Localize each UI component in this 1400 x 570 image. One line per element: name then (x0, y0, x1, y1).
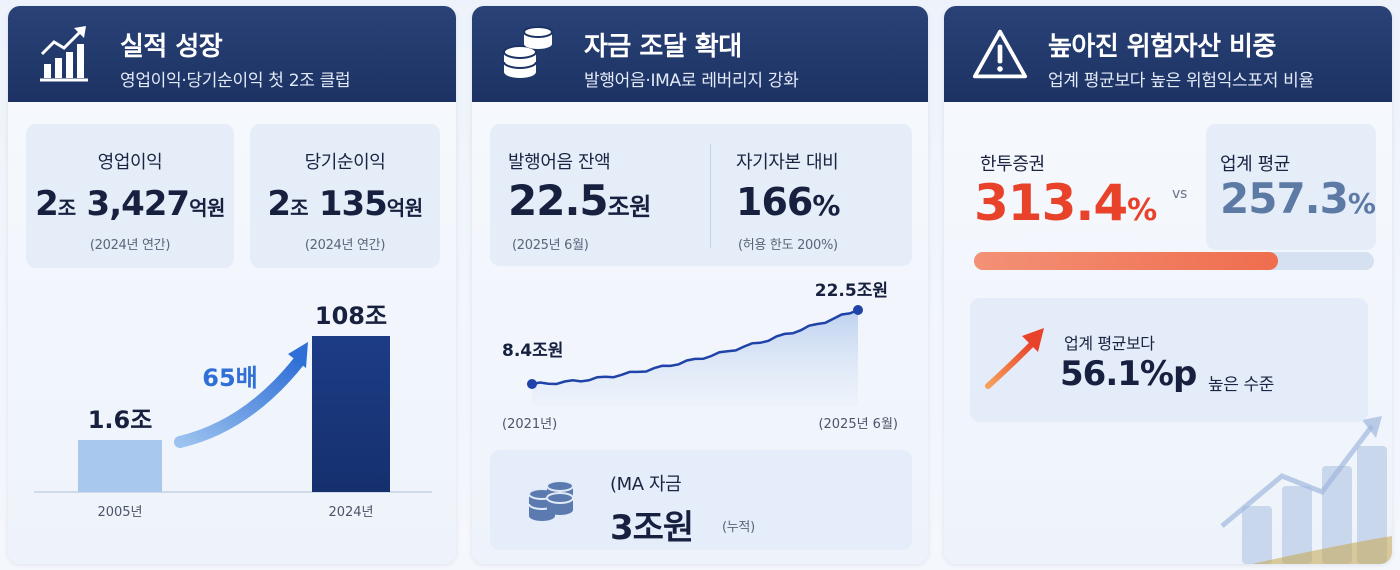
start-point (527, 379, 537, 389)
growth-arrow-icon (174, 354, 306, 448)
risk-ratio-bar-fill (974, 252, 1278, 270)
start-value-label: 8.4조원 (502, 341, 563, 361)
x-tick-label: 2005년 (97, 505, 142, 520)
end-point (853, 305, 863, 315)
panel-header: 자금 조달 확대 발행어음·IMA로 레버리지 강화 (472, 6, 928, 102)
arrow-head (288, 342, 308, 368)
area-fill (532, 310, 858, 406)
ima-label: (MA 자금 (610, 474, 682, 495)
coin-stack-icon (528, 480, 574, 521)
industry-value: 257.3% (1220, 174, 1376, 223)
ima-card: (MA 자금 3조원 (누적) (490, 450, 912, 550)
difference-card: 업계 평균보다 56.1%p 높은 수준 (970, 298, 1368, 422)
balance-label: 발행어음 잔액 (508, 152, 611, 173)
end-value-label: 22.5조원 (815, 281, 888, 301)
divider (710, 144, 711, 248)
bar-chart: 1.6조 2005년 108조 2024년 65배 (34, 302, 432, 520)
difference-value: 56.1%p (1060, 354, 1197, 394)
operating-profit-value: 2조 3,427억원 (35, 184, 225, 224)
industry-label: 업계 평균 (1220, 154, 1290, 175)
difference-suffix: 높은 수준 (1208, 375, 1274, 395)
panel-funding-expansion: 자금 조달 확대 발행어음·IMA로 레버리지 강화 발행어음 잔액 22.5조… (472, 6, 928, 564)
area-chart: 8.4조원 22.5조원 (2021년) (2025년 6월) (502, 281, 898, 432)
panel-title: 자금 조달 확대 (584, 32, 742, 62)
panel-title: 실적 성장 (120, 32, 223, 62)
operating-profit-card: 영업이익 2조 3,427억원 (2024년 연간) (26, 124, 234, 268)
chart-growth-icon (40, 26, 88, 82)
x-tick-label: (2021년) (502, 417, 557, 432)
series-line (531, 308, 859, 386)
company-value: 313.4% (974, 174, 1157, 232)
ima-value: 3조원 (610, 508, 694, 548)
panel-header: 높아진 위험자산 비중 업계 평균보다 높은 위험익스포저 비율 (944, 6, 1392, 102)
net-income-label: 당기순이익 (304, 152, 386, 173)
operating-profit-note: (2024년 연간) (89, 238, 171, 253)
arrow-up-right-icon (985, 328, 1044, 389)
panel-risk-asset-ratio: 높아진 위험자산 비중 업계 평균보다 높은 위험익스포저 비율 한투증권 31… (944, 6, 1392, 564)
growth-bars-icon (1220, 416, 1392, 564)
company-label: 한투증권 (980, 154, 1045, 175)
coin-stack-icon (503, 26, 553, 78)
net-income-value: 2조 135억원 (267, 184, 423, 224)
industry-average-card (1206, 124, 1376, 250)
warning-icon (972, 29, 1028, 79)
panel-subtitle: 영업이익·당기순이익 첫 2조 클럽 (120, 71, 351, 91)
panel-subtitle: 업계 평균보다 높은 위험익스포저 비율 (1048, 71, 1314, 91)
growth-multiplier-label: 65배 (202, 364, 257, 392)
ratio-value: 166% (736, 180, 840, 224)
difference-label: 업계 평균보다 (1064, 334, 1155, 353)
panel-header: 실적 성장 영업이익·당기순이익 첫 2조 클럽 (8, 6, 456, 102)
panel-subtitle: 발행어음·IMA로 레버리지 강화 (584, 71, 799, 91)
operating-profit-label: 영업이익 (97, 152, 163, 173)
balance-note: (2025년 6월) (512, 238, 589, 253)
vs-label: vs (1172, 186, 1187, 202)
risk-ratio-bar (974, 252, 1374, 270)
net-income-card: 당기순이익 2조 135억원 (2024년 연간) (250, 124, 440, 268)
panel-performance-growth: 실적 성장 영업이익·당기순이익 첫 2조 클럽 영업이익 2조 3,427억원… (8, 6, 456, 564)
bar-value-label: 108조 (315, 302, 387, 330)
ima-note: (누적) (722, 520, 755, 535)
bar-value-label: 1.6조 (88, 406, 153, 434)
funding-card: 발행어음 잔액 22.5조원 (2025년 6월) 자기자본 대비 166% (… (490, 124, 912, 266)
x-tick-label: 2024년 (328, 505, 373, 520)
bar (78, 440, 162, 492)
ratio-label: 자기자본 대비 (736, 152, 839, 173)
ratio-note: (허용 한도 200%) (738, 238, 838, 253)
panel-title: 높아진 위험자산 비중 (1048, 32, 1276, 62)
bar (312, 336, 390, 492)
balance-value: 22.5조원 (508, 176, 651, 225)
net-income-note: (2024년 연간) (304, 238, 386, 253)
x-tick-label: (2025년 6월) (818, 417, 898, 432)
